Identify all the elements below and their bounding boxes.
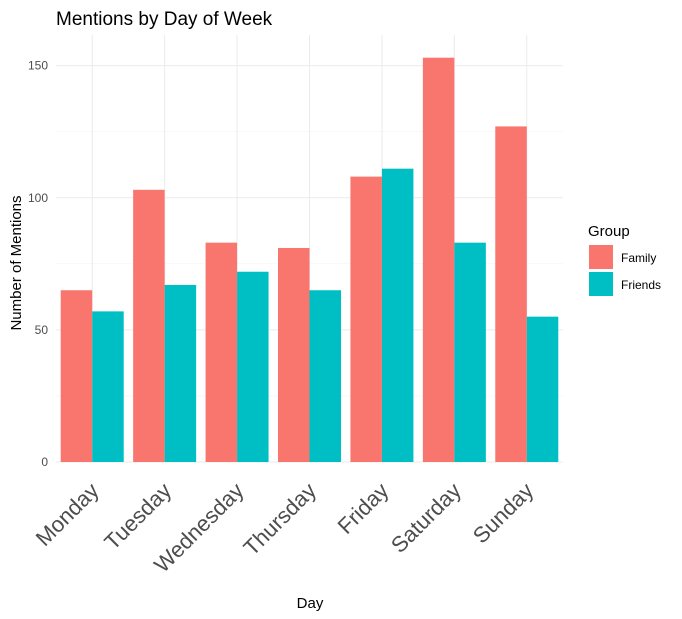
bar-friends-friday <box>381 168 414 462</box>
legend-label-friends: Friends <box>621 278 661 292</box>
legend-title: Group <box>588 223 630 240</box>
y-tick-label: 50 <box>35 323 49 337</box>
bar-friends-saturday <box>454 242 486 462</box>
bar-family-saturday <box>422 57 455 462</box>
legend-key-friends <box>589 272 613 296</box>
y-axis-ticks: 0 50 100 150 <box>28 59 48 469</box>
bar-friends-monday <box>92 311 124 462</box>
legend-key-family <box>589 245 613 269</box>
bar-family-sunday <box>495 126 527 462</box>
y-axis-title: Number of Mentions <box>8 195 25 330</box>
bar-family-tuesday <box>133 189 165 462</box>
y-tick-label: 100 <box>28 191 48 205</box>
y-tick-label: 0 <box>41 455 48 469</box>
chart-title: Mentions by Day of Week <box>56 9 273 30</box>
legend-label-family: Family <box>621 251 656 265</box>
x-tick-label: Saturday <box>386 478 466 558</box>
x-tick-label: Friday <box>333 478 394 539</box>
legend: Group Family Friends <box>588 223 661 296</box>
x-tick-label: Thursday <box>239 478 322 561</box>
bar-friends-sunday <box>526 316 559 462</box>
x-tick-label: Monday <box>31 478 104 551</box>
bar-family-thursday <box>278 247 310 462</box>
x-tick-label: Sunday <box>468 478 538 548</box>
bar-family-wednesday <box>205 242 238 462</box>
bar-family-monday <box>60 290 93 462</box>
x-axis-title: Day <box>297 595 324 612</box>
bar-family-friday <box>350 176 382 463</box>
bars <box>60 57 559 463</box>
bar-friends-thursday <box>309 290 341 462</box>
bar-friends-wednesday <box>237 271 269 462</box>
y-tick-label: 150 <box>28 59 48 73</box>
bar-friends-tuesday <box>164 284 197 462</box>
